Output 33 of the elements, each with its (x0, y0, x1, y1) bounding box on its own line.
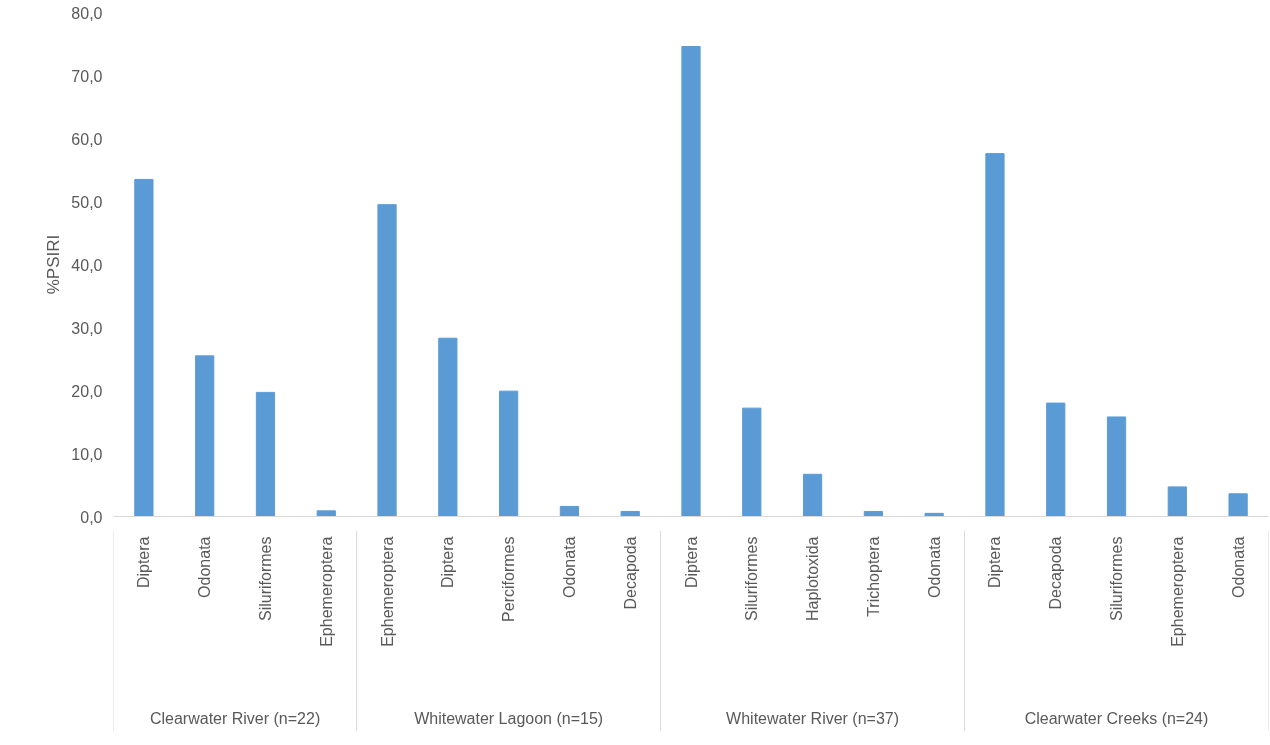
x-tick-label: Decapoda (1047, 536, 1065, 610)
x-tick-label: Siluriformes (256, 536, 274, 621)
x-tick-label: Siluriformes (1108, 536, 1126, 621)
y-axis-title: %PSIRI (44, 234, 64, 295)
y-tick-label: 20,0 (71, 382, 103, 400)
y-tick-label: 70,0 (71, 67, 103, 85)
text: Whitewater River (n=37) (726, 709, 900, 727)
text: Whitewater Lagoon (n=15) (414, 709, 604, 727)
x-tick-label: Trichoptera (864, 536, 882, 617)
x-tick-label: Odonata (925, 536, 943, 598)
y-tick-label: 60,0 (71, 130, 103, 148)
x-tick-label: Odonata (560, 536, 578, 598)
x-tick-label: Perciformes (500, 536, 518, 622)
x-tick-label: Diptera (135, 536, 153, 589)
x-tick-label: Decapoda (621, 536, 639, 610)
y-tick-label: 10,0 (71, 445, 103, 463)
text: Clearwater River (n=22) (149, 709, 321, 727)
x-tick-label: Ephemeroptera (378, 536, 396, 647)
x-tick-label: Odonata (1229, 536, 1247, 598)
x-tick-label: Ephemeroptera (317, 536, 335, 647)
x-tick-label: Siluriformes (743, 536, 761, 621)
x-tick-label: Ephemeroptera (1168, 536, 1186, 647)
y-tick-label: 0,0 (80, 508, 103, 526)
y-tick-label: 40,0 (71, 256, 103, 274)
x-tick-label: Haplotoxida (804, 536, 822, 622)
text: Clearwater Creeks (n=24) (1024, 709, 1209, 727)
x-tick-label: Diptera (439, 536, 457, 589)
y-tick-label: 50,0 (71, 193, 103, 211)
x-tick-label: Diptera (986, 536, 1004, 589)
x-tick-label: Diptera (682, 536, 700, 589)
x-tick-label: Odonata (196, 536, 214, 598)
y-tick-label: 80,0 (71, 4, 103, 22)
y-tick-label: 30,0 (71, 319, 103, 337)
